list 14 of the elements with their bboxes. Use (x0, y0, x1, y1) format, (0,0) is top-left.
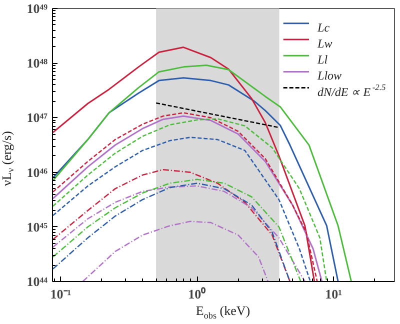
x-tick-label: 10¹ (325, 286, 342, 302)
y-tick-label: 10⁴⁴ (26, 274, 48, 289)
y-tick-label: 10⁴⁶ (26, 164, 48, 180)
y-tick-label: 10⁴⁸ (26, 56, 48, 71)
legend-label: Lc (316, 20, 330, 34)
y-tick-label: 10⁴⁵ (26, 219, 48, 234)
x-axis-title: E$_{obs}$ (keV) (196, 303, 250, 321)
y-tick-label: 10⁴⁷ (26, 110, 48, 126)
legend-label: Llow (316, 68, 342, 83)
legend-label: Lw (316, 36, 332, 50)
legend-label: Ll (316, 52, 328, 67)
x-tick-label: 10⁰ (188, 286, 206, 302)
x-tick-label: 10⁻¹ (50, 286, 72, 302)
y-tick-label: 10⁴⁹ (26, 1, 48, 16)
